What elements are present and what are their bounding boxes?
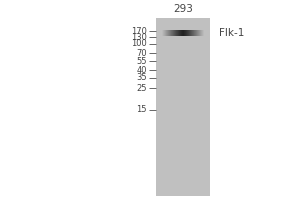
Bar (156, 18, 210, 196)
Text: 293: 293 (173, 4, 193, 14)
Text: 40: 40 (136, 66, 147, 75)
Text: 130: 130 (131, 32, 147, 42)
Text: Flk-1: Flk-1 (219, 28, 244, 38)
Text: 170: 170 (131, 26, 147, 36)
Text: 100: 100 (131, 40, 147, 48)
Text: 55: 55 (136, 56, 147, 66)
Text: 15: 15 (136, 106, 147, 114)
Text: 70: 70 (136, 48, 147, 58)
Text: 35: 35 (136, 73, 147, 82)
Text: 25: 25 (136, 84, 147, 93)
